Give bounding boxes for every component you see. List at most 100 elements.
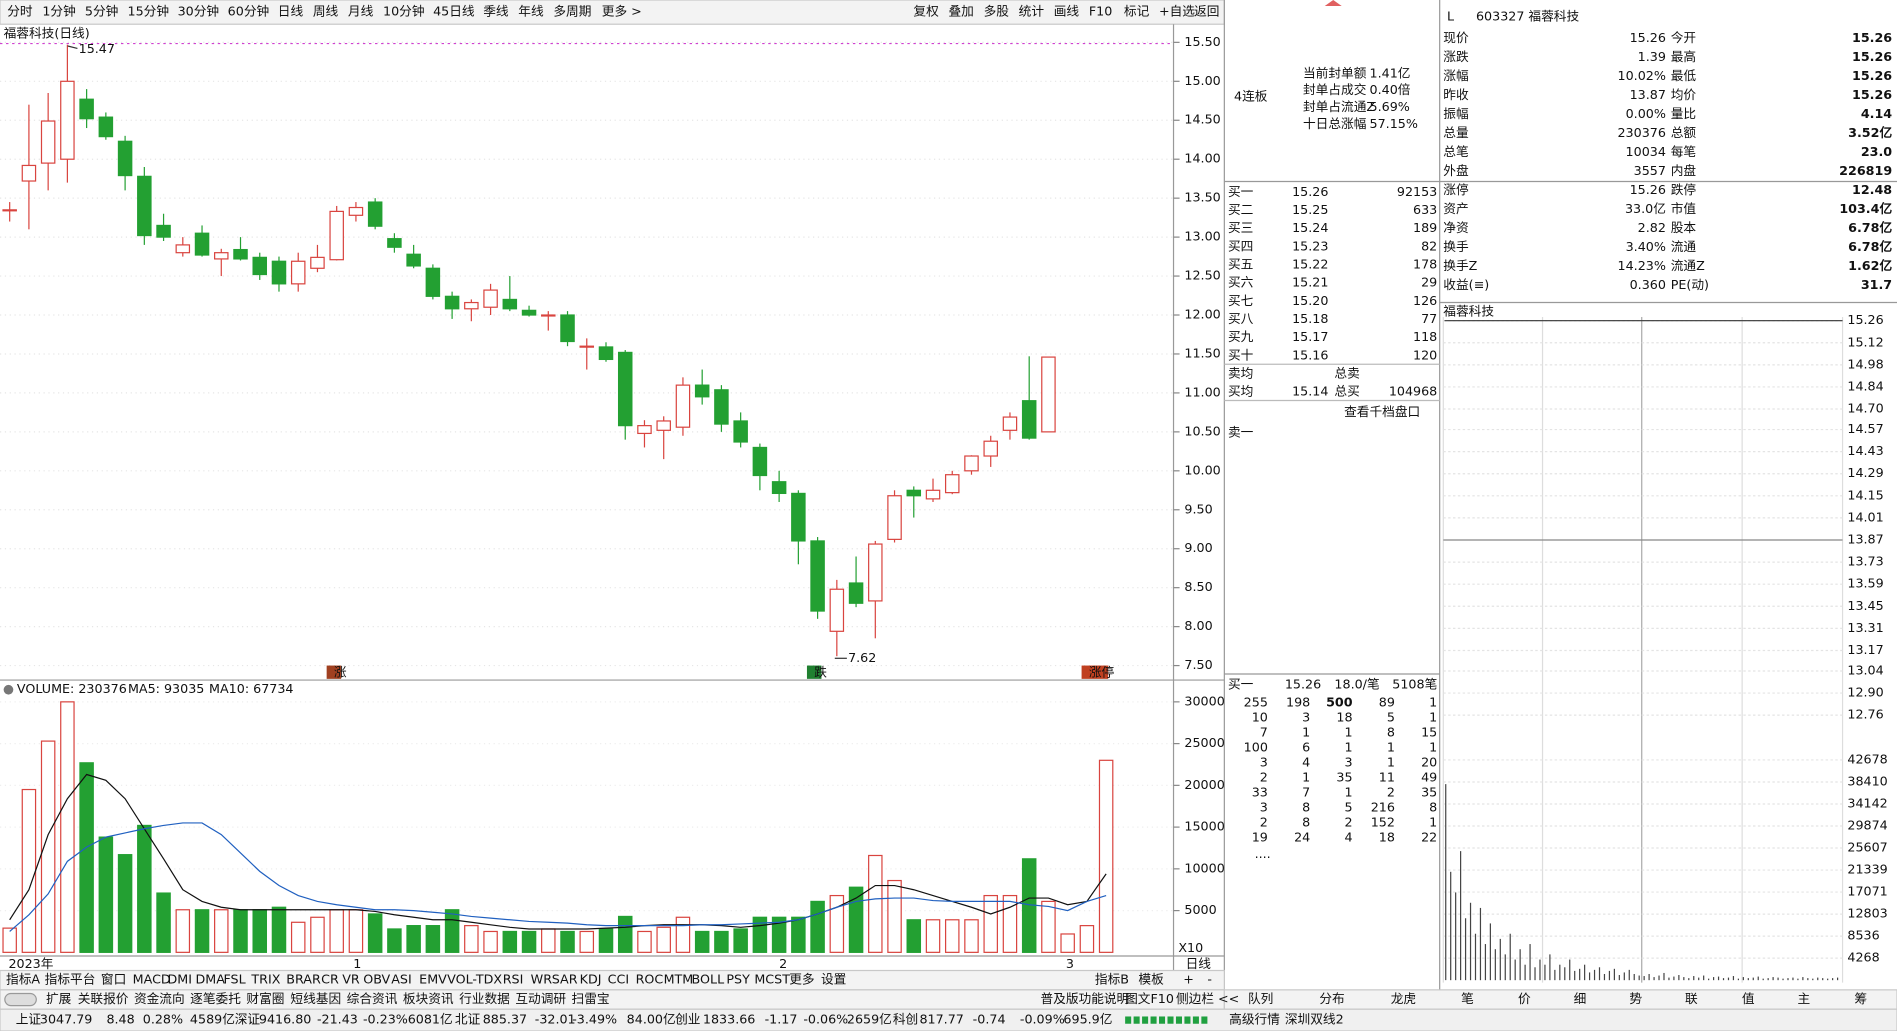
side-tab[interactable]: 队列	[1248, 991, 1273, 1006]
indicator-tab[interactable]: ROC	[636, 972, 664, 987]
indicator-tab[interactable]: EMV	[419, 972, 447, 987]
ext-tool[interactable]: 侧边栏 <<	[1176, 991, 1239, 1006]
quote-label: 换手	[1443, 239, 1469, 254]
indicator-tab[interactable]: RSI	[503, 972, 524, 987]
side-tab[interactable]: 值	[1742, 991, 1755, 1006]
side-tab[interactable]: 分布	[1319, 991, 1344, 1006]
indicator-tab[interactable]: PSY	[726, 972, 750, 987]
period-tab[interactable]: 季线	[483, 4, 509, 19]
indicator-tab[interactable]: MTM	[664, 972, 694, 987]
tool-button[interactable]: 返回	[1194, 4, 1219, 19]
volume-bar	[21, 788, 37, 953]
indicator-tab[interactable]: BRAR	[286, 972, 321, 987]
tool-button[interactable]: +自选	[1159, 4, 1195, 19]
ext-tab[interactable]: 互动调研	[515, 991, 566, 1006]
period-tab[interactable]: 15分钟	[128, 4, 170, 19]
indicator-tab[interactable]: OBV	[363, 972, 390, 987]
period-tab[interactable]: 10分钟	[383, 4, 425, 19]
indicator-tab[interactable]: MACD	[133, 972, 171, 987]
period-tab[interactable]: 年线	[518, 4, 544, 19]
period-tab[interactable]: 日线	[278, 4, 304, 19]
ext-tab[interactable]: 综合资讯	[347, 991, 398, 1006]
ext-tab[interactable]: 财富圈	[246, 991, 284, 1006]
indicator-tool[interactable]: 模板	[1138, 972, 1164, 987]
ext-tab[interactable]: 板块资讯	[403, 991, 454, 1006]
indicator-tab[interactable]: CCI	[608, 972, 629, 987]
feed-label: 深圳双线2	[1285, 1012, 1344, 1027]
tool-button[interactable]: 标记	[1124, 4, 1150, 19]
y-tick-label: 17071	[1847, 884, 1887, 899]
period-tab[interactable]: 30分钟	[178, 4, 220, 19]
period-tab[interactable]: 60分钟	[228, 4, 270, 19]
indicator-tab[interactable]: FSL	[223, 972, 245, 987]
candle-body	[656, 420, 671, 431]
signal-bar	[1159, 1016, 1166, 1024]
period-tab[interactable]: 分时	[7, 4, 33, 19]
collapse-icon[interactable]	[3, 684, 14, 695]
ext-tool[interactable]: 图文F10	[1125, 991, 1174, 1006]
volume-bar	[521, 930, 537, 953]
indicator-tab[interactable]: DMA	[195, 972, 225, 987]
indicator-tab[interactable]: SAR	[552, 972, 578, 987]
indicator-tab[interactable]: BOLL	[692, 972, 725, 987]
ext-tab[interactable]: 逐笔委托	[190, 991, 241, 1006]
period-tab[interactable]: 更多 >	[602, 4, 642, 19]
side-tab[interactable]: 筹	[1854, 991, 1867, 1006]
index-quote: 6081亿	[408, 1012, 453, 1027]
ext-tab[interactable]: 扫雷宝	[572, 991, 610, 1006]
side-tab[interactable]: 细	[1574, 991, 1587, 1006]
side-tab[interactable]: 价	[1518, 991, 1531, 1006]
ext-tab[interactable]: 行业数据	[459, 991, 510, 1006]
period-tab[interactable]: 45日线	[433, 4, 475, 19]
candle-body	[175, 244, 191, 254]
index-quote: 2659亿	[847, 1012, 892, 1027]
ext-tool[interactable]: 普及版功能说明	[1040, 991, 1129, 1006]
tool-button[interactable]: 统计	[1019, 4, 1045, 19]
depth-link[interactable]: 查看千档盘口	[1344, 404, 1420, 419]
side-tab[interactable]: 联	[1685, 991, 1698, 1006]
tool-button[interactable]: 多股	[984, 4, 1010, 19]
indicator-tab[interactable]: 指标A	[6, 972, 40, 987]
indicator-tab[interactable]: VOL-TDX	[447, 972, 502, 987]
tool-button[interactable]: 复权	[913, 4, 939, 19]
queue-more: ....	[1255, 846, 1271, 861]
toggle[interactable]	[4, 992, 37, 1007]
indicator-tab[interactable]: TRIX	[250, 972, 280, 987]
side-tab[interactable]: 主	[1798, 991, 1811, 1006]
period-tab[interactable]: 5分钟	[85, 4, 118, 19]
indicator-tool[interactable]: +	[1183, 972, 1194, 987]
indicator-tab[interactable]: WR	[531, 972, 553, 987]
tool-button[interactable]: 叠加	[949, 4, 974, 19]
indicator-tool[interactable]: 指标B	[1095, 972, 1129, 987]
indicator-tab[interactable]: VR	[342, 972, 360, 987]
ext-tab[interactable]: 扩展	[46, 991, 72, 1006]
ext-tab[interactable]: 关联报价	[78, 991, 129, 1006]
period-tab[interactable]: 1分钟	[42, 4, 75, 19]
ext-tab[interactable]: 资金流向	[134, 991, 185, 1006]
side-tab[interactable]: 笔	[1461, 991, 1474, 1006]
tool-button[interactable]: F10	[1089, 4, 1112, 19]
bid-price: 15.26	[1292, 184, 1328, 199]
indicator-tab[interactable]: 指标平台	[45, 972, 96, 987]
side-tab[interactable]: 势	[1629, 991, 1642, 1006]
indicator-tab[interactable]: ASI	[391, 972, 411, 987]
indicator-tab[interactable]: DMI	[168, 972, 192, 987]
quote-label: 每笔	[1671, 144, 1696, 159]
side-tab[interactable]: 龙虎	[1391, 991, 1416, 1006]
period-tab[interactable]: 月线	[348, 4, 374, 19]
indicator-tab[interactable]: MCST	[754, 972, 790, 987]
period-tab[interactable]: 多周期	[553, 4, 591, 19]
indicator-tab[interactable]: KDJ	[580, 972, 602, 987]
ext-tab[interactable]: 短线基因	[290, 991, 341, 1006]
queue-cell: 1	[1387, 740, 1395, 755]
tool-button[interactable]: 画线	[1054, 4, 1080, 19]
indicator-tab[interactable]: 设置	[821, 972, 846, 987]
indicator-tool[interactable]: -	[1207, 972, 1212, 987]
period-tab[interactable]: 周线	[313, 4, 339, 19]
indicator-tab[interactable]: 更多	[789, 972, 814, 987]
y-tick-label: 13.31	[1847, 620, 1883, 635]
y-tick-label: 25607	[1847, 840, 1887, 855]
collapse-icon[interactable]	[1324, 0, 1342, 7]
indicator-tab[interactable]: CR	[321, 972, 339, 987]
indicator-tab[interactable]: 窗口	[101, 972, 126, 987]
